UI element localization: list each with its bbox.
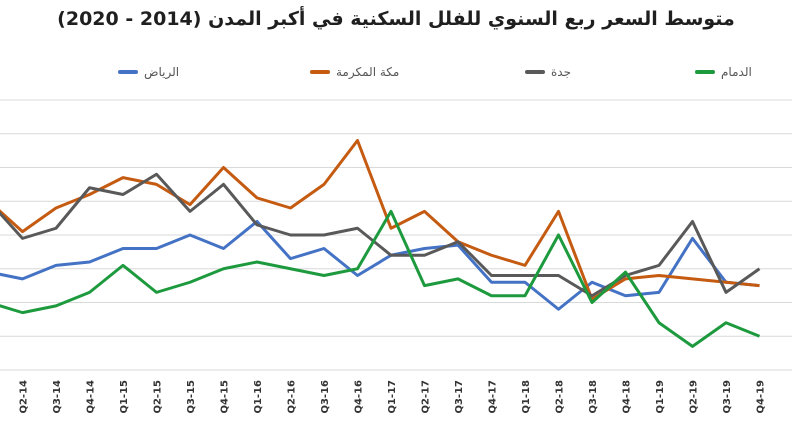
chart-title: متوسط السعر ربع السنوي للفلل السكنية في …: [57, 8, 735, 30]
legend-swatch: [695, 70, 715, 74]
x-tick-label: Q4-18: [622, 380, 633, 414]
x-tick-label: Q2-17: [421, 380, 432, 414]
x-tick-label: Q4-14: [86, 380, 97, 414]
legend-label: الدمام: [721, 65, 752, 79]
x-tick-label: Q2-15: [153, 380, 164, 414]
x-tick-label: Q1-17: [387, 380, 398, 414]
x-tick-label: Q2-18: [555, 380, 566, 414]
x-tick-label: Q2-19: [689, 380, 700, 414]
legend-item: مكة المكرمة: [310, 62, 399, 82]
series-line-0: [0, 220, 760, 311]
legend-swatch: [525, 70, 545, 74]
series-line-1: [0, 139, 760, 301]
x-tick-label: Q1-19: [655, 380, 666, 414]
legend-item: الدمام: [695, 62, 752, 82]
legend-item: الرياض: [118, 62, 179, 82]
legend-item: جدة: [525, 62, 571, 82]
x-tick-label: Q1-15: [119, 380, 130, 414]
x-tick-label: Q1-18: [521, 380, 532, 414]
legend-swatch: [310, 70, 330, 74]
legend-swatch: [118, 70, 138, 74]
x-tick-label: Q3-17: [454, 380, 465, 414]
x-tick-label: Q3-14: [52, 380, 63, 414]
x-tick-label: Q4-16: [354, 380, 365, 414]
x-tick-label: Q3-16: [320, 380, 331, 414]
x-tick-label: Q3-18: [588, 380, 599, 414]
x-tick-label: Q4-19: [756, 380, 767, 414]
x-tick-label: Q2-16: [287, 380, 298, 414]
series-line-3: [0, 209, 761, 348]
x-tick-label: Q3-15: [186, 380, 197, 414]
legend-label: الرياض: [144, 65, 180, 79]
legend-label: مكة المكرمة: [336, 65, 400, 79]
x-tick-label: Q3-19: [722, 380, 733, 414]
x-tick-label: Q2-14: [19, 380, 30, 414]
x-tick-label: Q4-15: [220, 380, 231, 414]
x-tick-label: Q1-16: [253, 380, 264, 414]
x-tick-label: Q4-17: [488, 380, 499, 414]
legend-label: جدة: [551, 65, 572, 79]
